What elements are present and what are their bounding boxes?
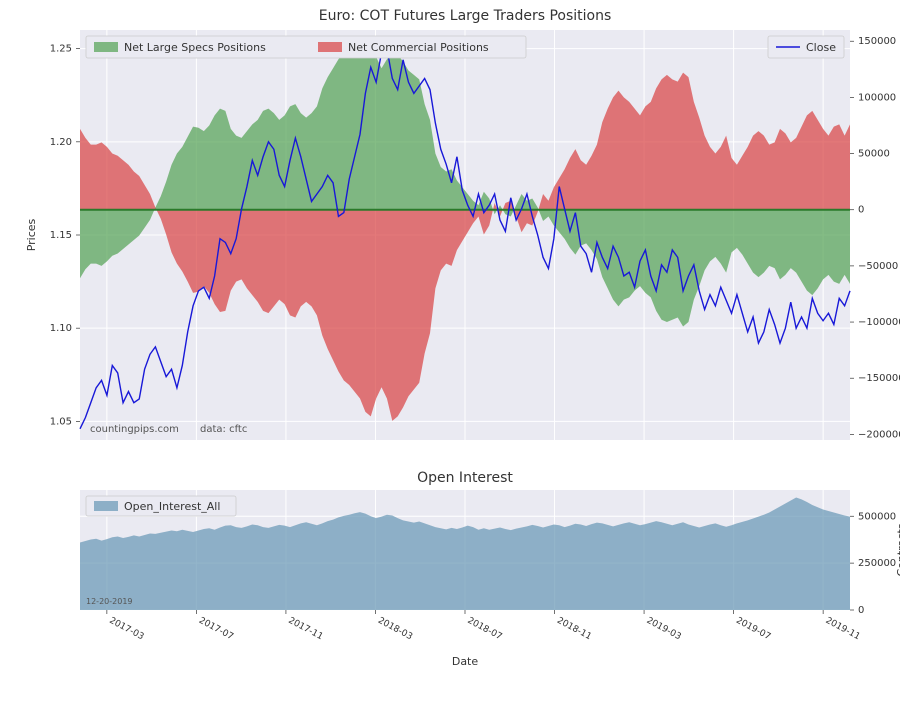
bottom-xticklabel: 2019-11 — [824, 616, 862, 642]
date-stamp: 12-20-2019 — [86, 597, 133, 606]
legend-swatch-specs — [94, 42, 118, 52]
top-yticklabel-left: 1.25 — [50, 44, 72, 55]
top-yticklabel-right: −150000 — [858, 373, 900, 384]
top-legend-right: Close — [768, 36, 844, 58]
watermark-source: countingpips.com — [90, 424, 179, 435]
bottom-yticklabel: 500000 — [858, 511, 896, 522]
top-yticklabel-left: 1.10 — [50, 323, 72, 334]
watermark-data: data: cftc — [200, 424, 247, 435]
legend-swatch-oi — [94, 501, 118, 511]
bottom-yticklabel: 250000 — [858, 558, 896, 569]
top-yticklabel-right: −100000 — [858, 317, 900, 328]
legend-label-comm: Net Commercial Positions — [348, 41, 489, 54]
legend-swatch-comm — [318, 42, 342, 52]
top-ylabel-left: Prices — [25, 218, 38, 251]
top-yticklabel-right: 150000 — [858, 36, 896, 47]
legend-label-oi: Open_Interest_All — [124, 500, 220, 513]
top-yticklabel-right: 50000 — [858, 149, 890, 160]
legend-label-specs: Net Large Specs Positions — [124, 41, 266, 54]
figure: Euro: COT Futures Large Traders Position… — [0, 0, 900, 700]
top-yticklabel-left: 1.05 — [50, 416, 72, 427]
bottom-xticklabel: 2017-11 — [287, 616, 325, 642]
bottom-xlabel: Date — [452, 655, 479, 668]
top-yticklabel-right: 100000 — [858, 92, 896, 103]
top-yticklabel-right: −50000 — [858, 261, 898, 272]
top-yticklabel-left: 1.15 — [50, 230, 72, 241]
top-yticklabel-left: 1.20 — [50, 137, 72, 148]
bottom-yticklabel: 0 — [858, 605, 864, 616]
legend-label-close: Close — [806, 41, 836, 54]
bottom-xticklabel: 2018-07 — [466, 616, 504, 642]
bottom-xticklabel: 2018-03 — [376, 616, 414, 642]
top-yticklabel-right: −200000 — [858, 429, 900, 440]
top-legend-left: Net Large Specs Positions Net Commercial … — [86, 36, 526, 58]
bottom-xticklabel: 2019-03 — [645, 616, 683, 642]
bottom-xticklabel: 2017-03 — [107, 616, 145, 642]
bottom-chart-title: Open Interest — [417, 470, 513, 486]
top-chart-title: Euro: COT Futures Large Traders Position… — [319, 8, 612, 24]
bottom-xticklabel: 2017-07 — [197, 616, 235, 642]
bottom-xticklabel: 2019-07 — [734, 616, 772, 642]
bottom-xticklabel: 2018-11 — [555, 616, 593, 642]
top-yticklabel-right: 0 — [858, 205, 864, 216]
bottom-ylabel: Contracts — [895, 523, 900, 576]
